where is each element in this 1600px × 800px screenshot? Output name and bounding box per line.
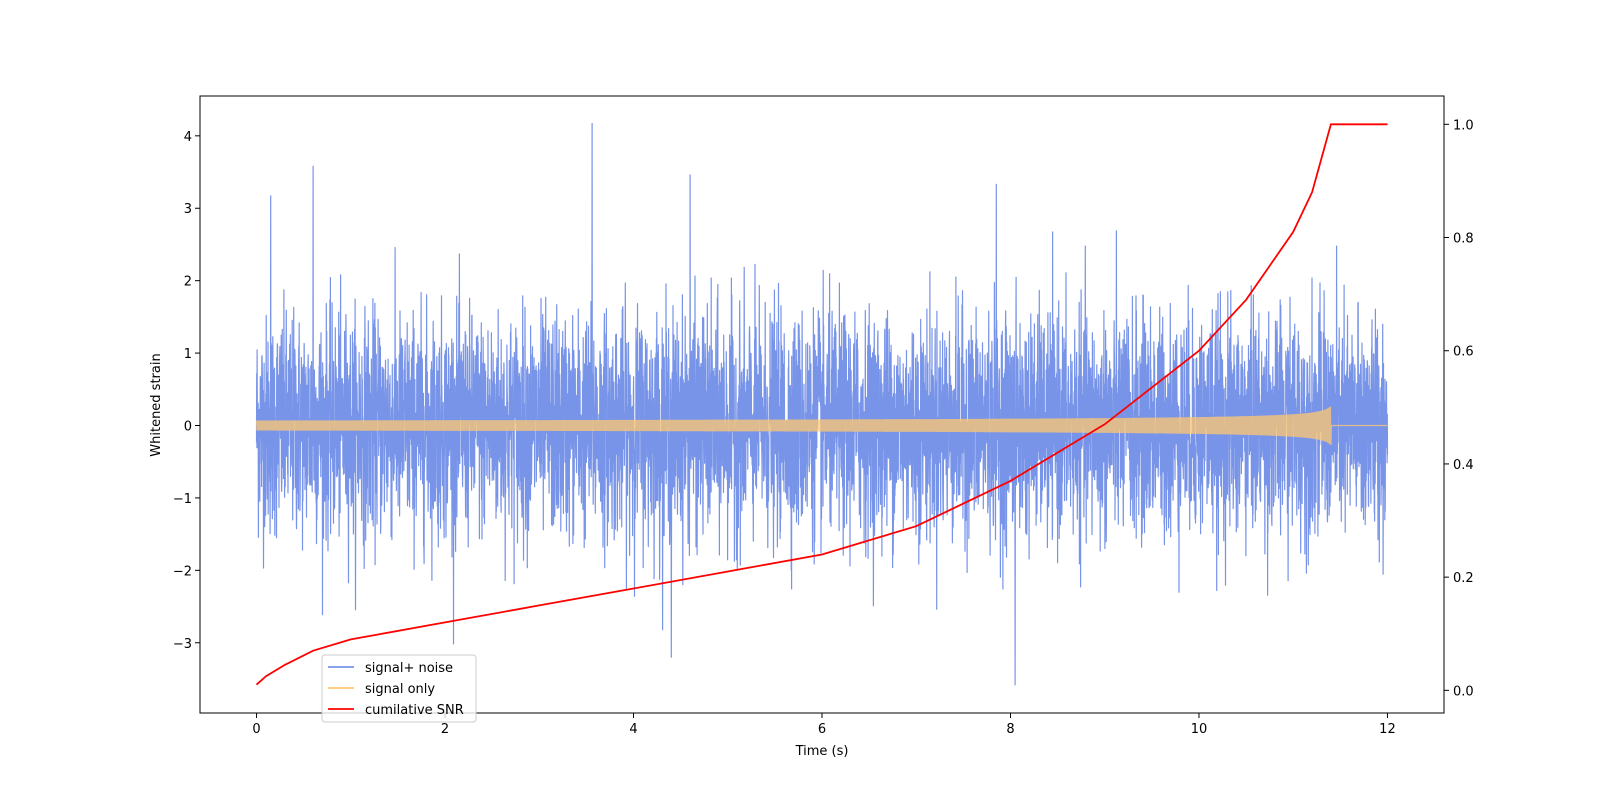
x-tick-label: 10 bbox=[1191, 722, 1208, 737]
legend-box bbox=[321, 654, 477, 723]
y2-axis-ticks: 0.0 0.2 0.4 0.6 0.8 1.0 bbox=[1444, 118, 1474, 699]
y-tick-label: 1 bbox=[184, 347, 192, 362]
y-axis-ticks: −3 −2 −1 0 1 2 3 4 bbox=[173, 130, 200, 652]
x-tick-label: 2 bbox=[441, 722, 449, 737]
legend: signal+ noise signal only cumilative SNR bbox=[321, 654, 477, 723]
series-layer bbox=[255, 122, 1389, 686]
y-tick-label: 2 bbox=[184, 275, 192, 290]
x-tick-label: 8 bbox=[1006, 722, 1014, 737]
x-tick-label: 0 bbox=[252, 722, 260, 737]
y2-tick-label: 0.6 bbox=[1453, 345, 1474, 360]
x-axis-label: Time (s) bbox=[795, 744, 849, 759]
y2-tick-label: 0.0 bbox=[1453, 684, 1474, 699]
y-tick-label: 3 bbox=[184, 202, 192, 217]
y-tick-label: 0 bbox=[184, 420, 192, 435]
y-tick-label: −1 bbox=[173, 492, 192, 507]
y2-tick-label: 1.0 bbox=[1453, 118, 1474, 133]
x-tick-label: 12 bbox=[1379, 722, 1396, 737]
y-tick-label: 4 bbox=[184, 130, 192, 145]
x-tick-label: 6 bbox=[818, 722, 826, 737]
legend-label-signal-only: signal only bbox=[365, 682, 435, 697]
y2-tick-label: 0.8 bbox=[1453, 232, 1474, 247]
y-tick-label: −3 bbox=[173, 637, 192, 652]
y-axis-label: Whitened strain bbox=[149, 353, 164, 456]
legend-label-cumulative-snr: cumilative SNR bbox=[365, 703, 464, 718]
series-line-signal-only bbox=[255, 406, 1388, 446]
y2-tick-label: 0.2 bbox=[1453, 571, 1474, 586]
x-tick-label: 4 bbox=[629, 722, 637, 737]
series-line-cumulative-snr bbox=[255, 123, 1388, 686]
y2-tick-label: 0.4 bbox=[1453, 458, 1474, 473]
y-tick-label: −2 bbox=[173, 564, 192, 579]
legend-label-signal-noise: signal+ noise bbox=[365, 661, 453, 676]
x-axis-ticks: 0 2 4 6 8 10 12 bbox=[252, 713, 1396, 737]
